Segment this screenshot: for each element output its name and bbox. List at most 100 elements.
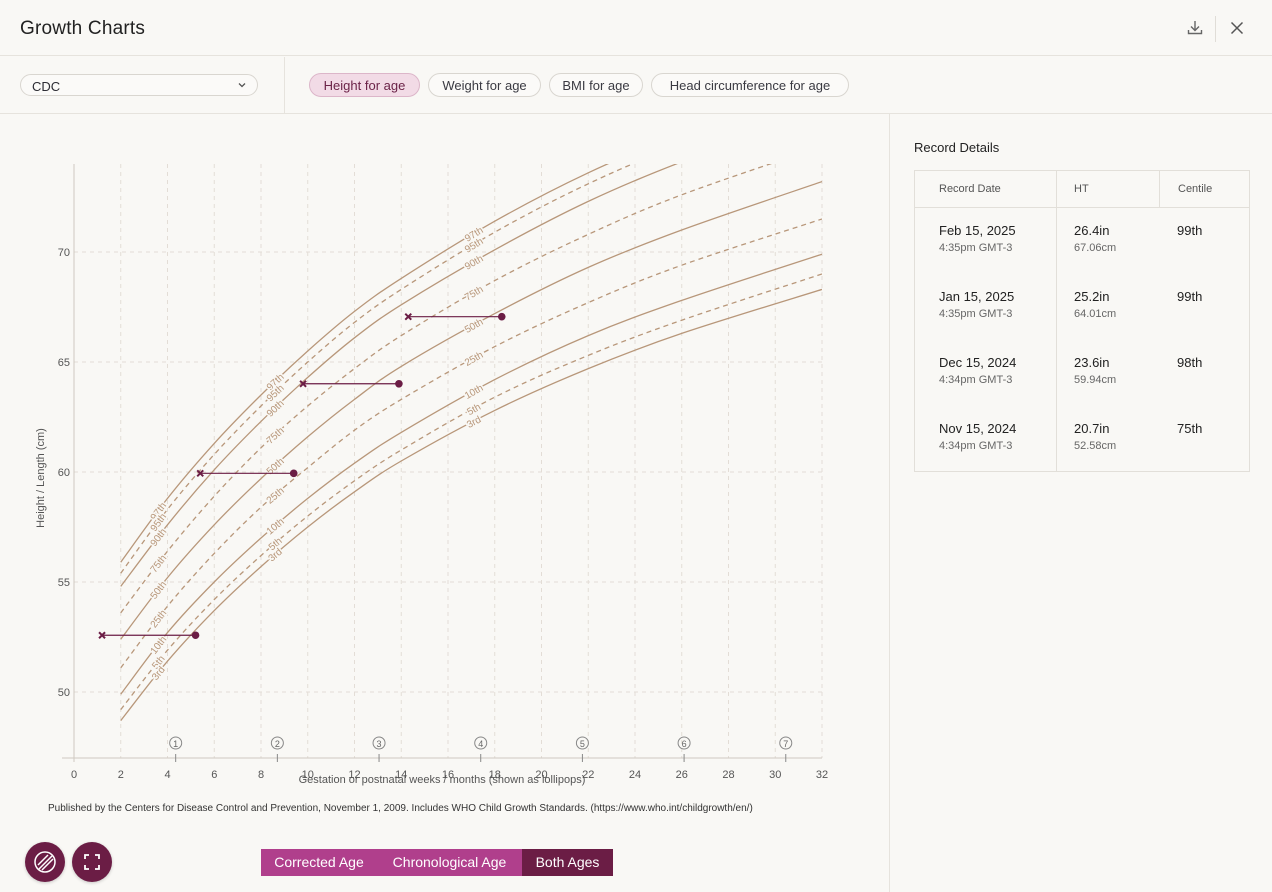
record-time: 4:35pm GMT-3 [939,308,1013,320]
toggle-both-ages[interactable]: Both Ages [522,849,613,876]
x-tick-label: 32 [816,769,828,781]
record-centile: 99th [1177,289,1203,304]
corrected-age-marker [98,631,106,639]
expand-icon [84,854,100,870]
y-axis-label: Height / Length (cm) [35,428,47,528]
record-details-table: Record Date HT Centile Feb 15, 2025 4:35… [914,170,1250,472]
record-centile: 98th [1177,355,1203,370]
centile-curve-97th [120,164,609,563]
tab-head-circumference-for-age[interactable]: Head circumference for age [651,73,849,97]
chronological-age-marker [395,379,403,388]
centile-curve-3rd [120,288,822,722]
x-tick-label: 6 [211,769,217,781]
month-lollipop-label: 5 [580,739,585,749]
centile-label: 10th [149,634,170,656]
x-tick-label: 18 [489,769,501,781]
month-lollipop-label: 6 [682,739,687,749]
record-ht-cm: 67.06cm [1074,242,1117,254]
record-ht-in: 23.6in [1074,355,1110,370]
month-lollipop-circle [474,736,488,750]
header-divider [1215,16,1216,42]
chronological-age-marker [497,312,506,321]
column-header-centile: Centile [1160,171,1249,208]
chart-source-value: CDC [32,79,61,94]
record-centile: 99th [1177,223,1203,238]
tab-weight-for-age[interactable]: Weight for age [428,73,541,97]
centile-curve-5th [120,273,822,711]
toggle-chronological-age[interactable]: Chronological Age [377,849,522,876]
record-ht-cm: 52.58cm [1074,440,1117,452]
month-lollipop-label: 4 [478,739,483,749]
record-ht-in: 25.2in [1074,289,1110,304]
chronological-age-marker [191,631,200,640]
y-tick-label: 70 [58,247,70,259]
x-axis-label: Gestation or postnatal weeks / months (s… [299,774,586,786]
y-tick-label: 60 [58,467,70,479]
x-tick-label: 2 [118,769,124,781]
x-tick-label: 16 [442,769,454,781]
x-tick-label: 0 [71,769,77,781]
record-ht-cm: 59.94cm [1074,374,1117,386]
column-divider [1056,171,1057,471]
record-details-title: Record Details [914,140,1000,155]
chronological-age-marker [289,469,298,478]
centile-label: 50th [265,456,287,477]
column-header-record-date: Record Date [915,171,1057,208]
corrected-age-marker [404,312,412,321]
y-tick-label: 55 [58,577,70,589]
month-lollipop-circle [779,736,793,750]
growth-chart[interactable]: 97th97th97th95th95th95th90th90th90th75th… [0,114,889,814]
month-lollipop-circle [372,736,386,750]
centile-curve-50th [120,180,822,640]
x-tick-label: 26 [676,769,688,781]
close-icon[interactable] [1227,18,1247,38]
tab-bmi-for-age[interactable]: BMI for age [549,73,643,97]
x-tick-label: 20 [535,769,547,781]
toggle-corrected-age[interactable]: Corrected Age [261,849,377,876]
chart-source-select[interactable]: CDC [20,74,258,96]
header-bar: Growth Charts [0,0,1272,56]
panel-divider [889,114,890,892]
record-time: 4:34pm GMT-3 [939,374,1013,386]
y-tick-label: 65 [58,357,70,369]
x-tick-label: 10 [302,769,314,781]
record-centile: 75th [1177,421,1203,436]
month-lollipop-label: 2 [275,739,280,749]
record-time: 4:34pm GMT-3 [939,440,1013,452]
stripes-icon [34,851,56,873]
centile-curve-95th [120,164,635,574]
month-lollipop-label: 7 [783,739,788,749]
chart-panel: 97th 97th 97th 95th 95th 95th 90th 90th 90th 75th… [0,114,889,892]
corrected-age-marker [196,469,204,478]
column-divider [1159,171,1160,208]
record-date: Jan 15, 2025 [939,289,1015,304]
fullscreen-button[interactable] [72,842,112,882]
x-tick-label: 4 [164,769,170,781]
centile-label: 50th [149,579,170,601]
download-icon[interactable] [1185,18,1205,38]
y-tick-label: 50 [58,687,70,699]
pattern-toggle-button[interactable] [25,842,65,882]
corrected-age-marker [299,380,307,388]
centile-label: 25th [463,350,485,369]
centile-label: 75th [149,553,170,575]
centile-curve-10th [120,253,822,695]
toolbar-divider [284,57,285,114]
x-tick-label: 8 [258,769,264,781]
centile-curve-90th [120,164,678,587]
centile-label: 25th [149,608,170,630]
centile-label: 90th [265,398,287,419]
centile-label: 10th [265,516,287,537]
source-citation: Published by the Centers for Disease Con… [48,803,753,814]
month-lollipop-circle [677,736,691,750]
centile-label: 75th [265,425,287,446]
record-time: 4:35pm GMT-3 [939,242,1013,254]
record-ht-in: 20.7in [1074,421,1110,436]
record-date: Dec 15, 2024 [939,355,1017,370]
record-date: Nov 15, 2024 [939,421,1017,436]
x-tick-label: 22 [582,769,594,781]
tab-height-for-age[interactable]: Height for age [309,73,420,97]
x-tick-label: 24 [629,769,641,781]
chevron-down-icon [237,79,247,94]
month-lollipop-circle [169,736,183,750]
